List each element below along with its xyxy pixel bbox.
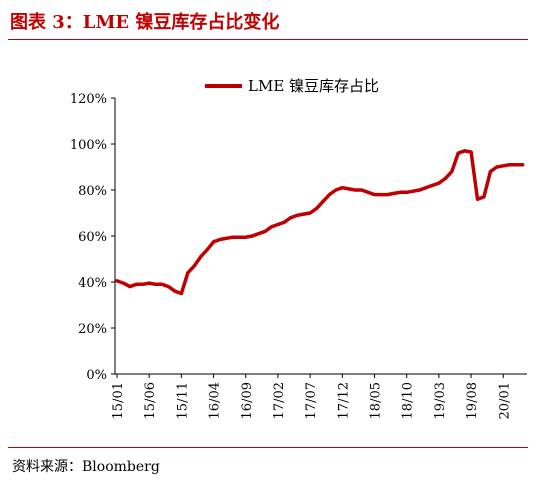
data-point <box>199 255 203 259</box>
data-point <box>417 188 422 192</box>
data-point <box>353 188 357 192</box>
x-tick-label: 20/01 <box>497 382 512 419</box>
x-tick-label: 15/06 <box>143 382 158 419</box>
x-tick-label: 17/12 <box>336 382 351 419</box>
data-point <box>488 170 492 174</box>
data-point <box>134 282 138 286</box>
y-tick-label: 60% <box>78 230 107 245</box>
data-point <box>211 240 216 244</box>
data-point <box>231 235 235 239</box>
data-point <box>205 248 209 252</box>
data-point <box>456 151 460 155</box>
series-group <box>115 149 525 296</box>
data-point <box>514 163 518 167</box>
x-axis-ticks: 15/01 15/06 15/11 16/04 16/09 17/02 17/07 17/12… <box>111 374 512 419</box>
data-point <box>276 222 280 227</box>
y-tick-label: 20% <box>78 322 107 337</box>
data-point <box>347 187 351 191</box>
x-tick-label: 17/07 <box>304 382 319 419</box>
data-point <box>398 190 402 194</box>
data-point <box>237 235 241 239</box>
data-point <box>314 206 319 210</box>
data-point <box>257 232 261 236</box>
data-point <box>263 229 267 233</box>
data-point <box>121 281 126 285</box>
x-tick-label: 17/02 <box>272 382 287 419</box>
footer-divider <box>8 447 528 448</box>
data-point <box>302 212 306 216</box>
x-tick-label: 19/08 <box>465 382 480 419</box>
data-point <box>385 193 389 197</box>
data-point <box>463 149 467 153</box>
data-point <box>508 163 512 167</box>
data-point <box>475 197 480 201</box>
data-point <box>141 282 145 286</box>
data-point <box>366 190 370 194</box>
data-point <box>443 176 447 181</box>
data-point <box>224 236 229 240</box>
data-point <box>450 170 454 174</box>
x-tick-label: 18/10 <box>401 382 416 419</box>
data-point <box>334 188 338 192</box>
data-point <box>327 193 332 197</box>
data-point <box>160 282 164 286</box>
data-point <box>360 188 364 192</box>
data-point <box>392 191 396 196</box>
y-tick-label: 120% <box>70 92 107 107</box>
chart-title: 图表 3：LME 镍豆库存占比变化 <box>10 12 280 33</box>
data-point <box>405 190 409 194</box>
y-axis-ticks: 0% 20% 40% 60% 80% 100% 120% <box>70 92 115 383</box>
data-point <box>520 163 525 167</box>
y-tick-label: 100% <box>70 138 107 153</box>
data-point <box>166 285 171 289</box>
y-tick-label: 40% <box>78 276 107 291</box>
data-point <box>244 235 248 239</box>
x-tick-label: 15/11 <box>175 382 190 419</box>
data-point <box>128 285 132 289</box>
data-point <box>173 289 177 293</box>
data-point <box>282 220 286 224</box>
x-tick-label: 15/01 <box>111 382 126 419</box>
data-point <box>308 211 312 215</box>
data-point <box>218 237 222 242</box>
source-note: 资料来源：Bloomberg <box>12 459 160 475</box>
legend-label: LME 镍豆库存占比 <box>248 77 379 95</box>
data-point <box>147 281 151 285</box>
x-tick-label: 19/03 <box>433 382 448 419</box>
data-point <box>424 186 428 190</box>
data-point <box>340 186 344 190</box>
data-point <box>411 189 415 193</box>
data-point <box>321 199 325 204</box>
data-point <box>186 271 190 275</box>
data-point <box>495 165 499 169</box>
data-point <box>501 164 505 168</box>
data-point <box>379 193 383 197</box>
data-point <box>482 195 486 199</box>
x-tick-label: 16/09 <box>240 382 255 419</box>
line-chart: 0% 20% 40% 60% 80% 100% 120% 15/01 15/06 15/11 16… <box>70 77 527 419</box>
data-point <box>192 264 196 268</box>
x-tick-label: 16/04 <box>208 382 223 419</box>
series-line <box>115 149 525 296</box>
data-point <box>372 193 377 197</box>
data-point <box>250 234 254 238</box>
data-point <box>469 150 473 154</box>
data-point <box>179 291 183 296</box>
data-point <box>154 282 158 286</box>
title-divider <box>8 39 528 40</box>
chart-axes <box>114 98 527 375</box>
data-point <box>115 279 119 283</box>
data-point <box>289 216 293 220</box>
y-tick-label: 80% <box>78 184 107 199</box>
data-point <box>295 213 299 217</box>
x-tick-label: 18/05 <box>369 382 384 419</box>
data-point <box>430 183 435 187</box>
y-tick-label: 0% <box>86 368 107 383</box>
data-point <box>269 225 274 229</box>
legend: LME 镍豆库存占比 <box>205 77 379 95</box>
data-point <box>437 181 441 185</box>
